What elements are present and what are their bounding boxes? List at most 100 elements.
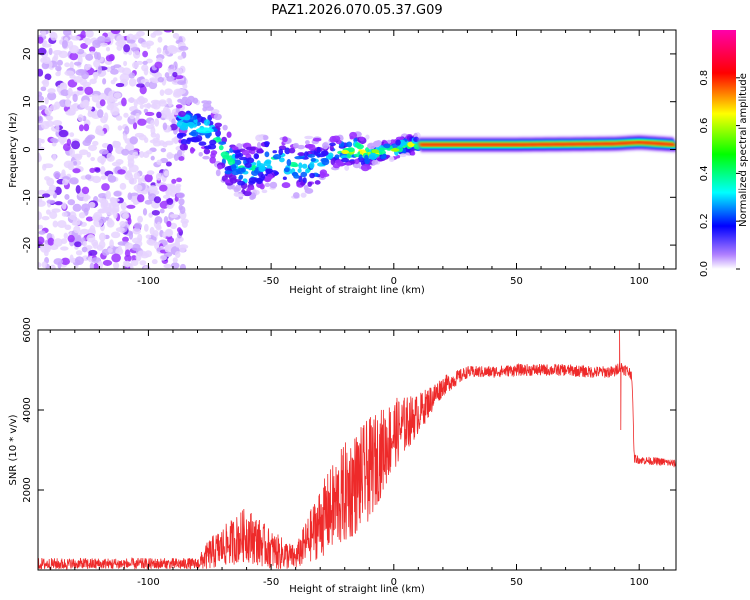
signal-blob xyxy=(256,141,262,149)
snr-xtick-label: 100 xyxy=(630,577,649,588)
noise-blob xyxy=(153,196,162,204)
noise-blob xyxy=(143,67,149,76)
noise-blob xyxy=(167,237,175,243)
snr-xtick-label: 0 xyxy=(391,577,397,588)
noise-blob xyxy=(72,161,78,166)
noise-blob xyxy=(178,204,183,211)
signal-blob xyxy=(413,136,420,142)
signal-blob xyxy=(388,156,395,162)
snr-panel: -100 -50 0 50 100 2000 4000 6000 Height of stra… xyxy=(8,317,677,595)
signal-blob xyxy=(237,180,246,186)
noise-blob xyxy=(168,45,178,54)
signal-blob xyxy=(410,151,416,156)
noise-blob xyxy=(176,227,182,233)
noise-blob xyxy=(38,230,46,235)
snr-xtick-label: -100 xyxy=(137,577,160,588)
noise-blob xyxy=(49,211,58,220)
noise-blob xyxy=(71,140,81,150)
noise-blob xyxy=(94,167,101,173)
noise-blob xyxy=(137,194,145,203)
signal-blob xyxy=(255,178,263,185)
signal-blob xyxy=(334,154,340,159)
noise-blob xyxy=(107,217,113,225)
noise-blob xyxy=(117,125,123,131)
signal-blob xyxy=(242,190,252,197)
signal-blob xyxy=(209,139,217,146)
noise-blob xyxy=(145,124,155,129)
noise-blob xyxy=(139,104,144,110)
noise-blob xyxy=(89,262,95,269)
noise-blob xyxy=(132,227,141,235)
signal-blob xyxy=(309,172,315,179)
signal-blob xyxy=(373,140,381,148)
noise-blob xyxy=(166,153,177,158)
noise-blob xyxy=(169,213,179,219)
signal-blob xyxy=(231,146,239,151)
noise-blob xyxy=(60,246,69,251)
noise-blob xyxy=(151,209,160,216)
signal-blob xyxy=(178,110,186,118)
signal-blob xyxy=(364,157,371,165)
noise-blob xyxy=(170,222,178,230)
noise-blob xyxy=(133,184,143,192)
noise-blob xyxy=(176,192,185,199)
signal-blob xyxy=(251,192,256,199)
noise-blob xyxy=(109,239,114,249)
signal-blob xyxy=(264,151,270,158)
noise-blob xyxy=(103,36,111,43)
noise-blob xyxy=(69,254,74,263)
noise-blob xyxy=(81,203,91,213)
signal-blob xyxy=(210,109,220,114)
noise-blob xyxy=(162,231,167,239)
signal-blob xyxy=(273,171,280,176)
signal-streak xyxy=(195,127,214,134)
noise-blob xyxy=(178,155,185,161)
signal-blob xyxy=(301,163,308,169)
snr-axes: -100 -50 0 50 100 2000 4000 6000 xyxy=(22,317,676,588)
colorbar-ticks: 0.0 0.2 0.4 0.6 0.8 xyxy=(699,70,740,277)
noise-blob xyxy=(113,190,122,197)
noise-blob xyxy=(85,106,93,111)
noise-blob xyxy=(99,148,109,155)
noise-blob xyxy=(85,216,94,222)
noise-blob xyxy=(93,51,99,60)
noise-blob xyxy=(61,211,68,217)
noise-blob xyxy=(125,260,130,268)
signal-blob xyxy=(386,139,392,144)
noise-blob xyxy=(103,112,109,121)
signal-blob xyxy=(279,157,285,163)
noise-blob xyxy=(38,142,42,147)
noise-blob xyxy=(49,264,56,269)
noise-blob xyxy=(97,155,107,164)
signal-blob xyxy=(224,170,232,175)
noise-blob xyxy=(102,78,107,85)
signal-blob xyxy=(305,168,310,174)
noise-blob xyxy=(38,224,44,230)
noise-blob xyxy=(128,78,137,87)
noise-blob xyxy=(142,151,150,158)
colorbar-gradient xyxy=(712,30,736,269)
signal-blob xyxy=(246,188,251,192)
noise-blob xyxy=(44,97,49,105)
signal-blob xyxy=(198,151,203,157)
signal-blob xyxy=(300,171,308,178)
signal-blob xyxy=(346,147,355,153)
noise-blob xyxy=(85,174,92,180)
noise-blob xyxy=(68,211,77,220)
signal-blob xyxy=(203,119,211,126)
noise-blob xyxy=(123,60,128,67)
signal-blob xyxy=(308,144,316,151)
noise-blob xyxy=(57,220,67,228)
signal-blob xyxy=(209,156,216,164)
noise-blob xyxy=(74,241,82,248)
snr-ylabel: SNR (10 * v/v) xyxy=(8,414,19,485)
signal-blob xyxy=(371,149,380,154)
noise-blob xyxy=(98,232,106,242)
noise-blob xyxy=(69,177,79,185)
signal-blob xyxy=(230,164,237,170)
noise-blob xyxy=(55,124,60,133)
noise-blob xyxy=(154,61,163,69)
noise-blob xyxy=(81,246,88,253)
signal-blob xyxy=(383,143,391,149)
noise-blob xyxy=(55,71,61,77)
